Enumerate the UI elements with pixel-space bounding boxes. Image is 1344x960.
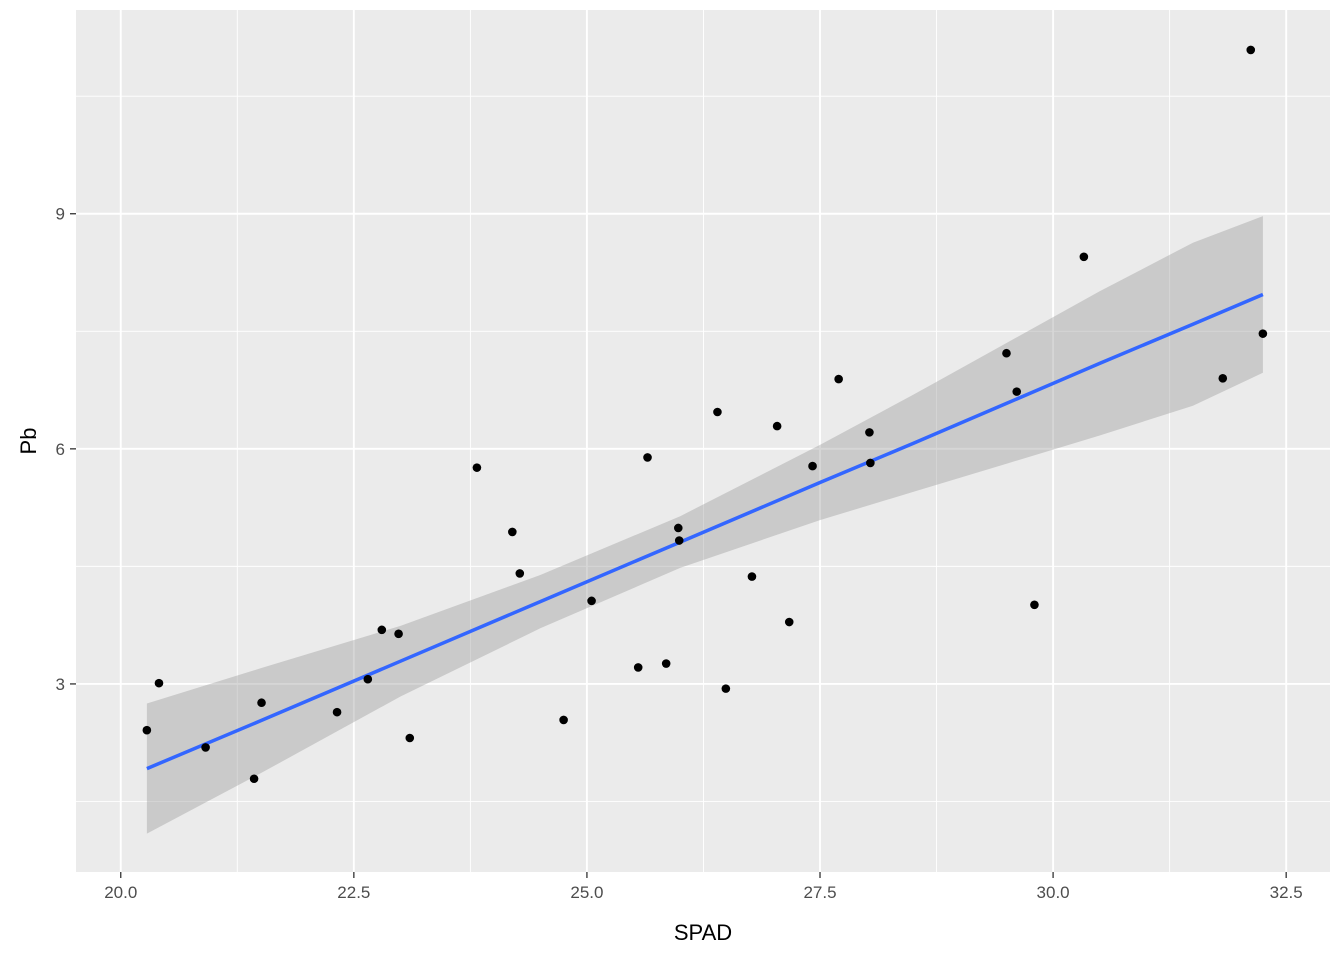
data-point <box>154 678 164 688</box>
data-point <box>713 407 722 417</box>
data-point <box>257 698 266 708</box>
data-point <box>661 659 671 668</box>
data-point <box>1258 329 1268 338</box>
data-point <box>405 733 415 743</box>
data-point <box>1012 387 1022 396</box>
fit-line-layer <box>146 292 1264 771</box>
data-point <box>377 625 387 635</box>
confidence-band-layer <box>146 216 1263 834</box>
x-axis-title: SPAD <box>674 920 732 945</box>
data-point <box>633 663 643 672</box>
x-tick-label: 20.0 <box>104 883 137 902</box>
data-point <box>865 428 874 437</box>
data-point <box>747 572 757 581</box>
data-point <box>559 715 568 725</box>
data-point <box>772 421 782 431</box>
data-point <box>587 596 596 606</box>
data-point <box>1030 600 1039 610</box>
data-point <box>508 527 517 537</box>
data-point <box>332 707 342 717</box>
y-tick-label: 9 <box>56 205 65 224</box>
x-tick-label: 22.5 <box>337 883 370 902</box>
x-tick-label: 27.5 <box>803 883 836 902</box>
data-point <box>394 629 403 639</box>
data-points <box>142 45 1268 784</box>
x-tick-label: 32.5 <box>1270 883 1303 902</box>
data-point <box>1002 348 1011 358</box>
data-point <box>515 569 525 578</box>
major-gridlines <box>76 10 1330 872</box>
data-point <box>249 774 259 784</box>
data-point <box>643 453 652 462</box>
data-point <box>674 536 684 545</box>
minor-gridlines <box>76 10 1330 872</box>
confidence-band <box>146 216 1263 834</box>
data-point <box>673 523 683 533</box>
y-tick-label: 3 <box>56 675 65 694</box>
data-point <box>363 674 373 684</box>
data-point <box>834 374 843 384</box>
data-point <box>1079 252 1089 262</box>
data-point <box>721 684 731 693</box>
y-axis: 3 6 9 <box>56 205 76 694</box>
data-point <box>808 461 817 471</box>
plot-panel <box>76 10 1330 872</box>
data-point <box>866 458 875 468</box>
y-tick-label: 6 <box>56 440 65 459</box>
data-point <box>1246 45 1256 55</box>
x-tick-label: 25.0 <box>570 883 603 902</box>
y-axis-title: Pb <box>16 428 41 455</box>
x-axis: 20.0 22.5 25.0 27.5 30.0 32.5 <box>104 872 1303 902</box>
data-point <box>1218 374 1228 383</box>
data-point <box>784 617 794 627</box>
data-point <box>472 463 482 472</box>
x-tick-label: 30.0 <box>1037 883 1070 902</box>
data-point <box>201 743 210 752</box>
fit-line <box>146 292 1264 771</box>
data-point <box>142 725 152 735</box>
